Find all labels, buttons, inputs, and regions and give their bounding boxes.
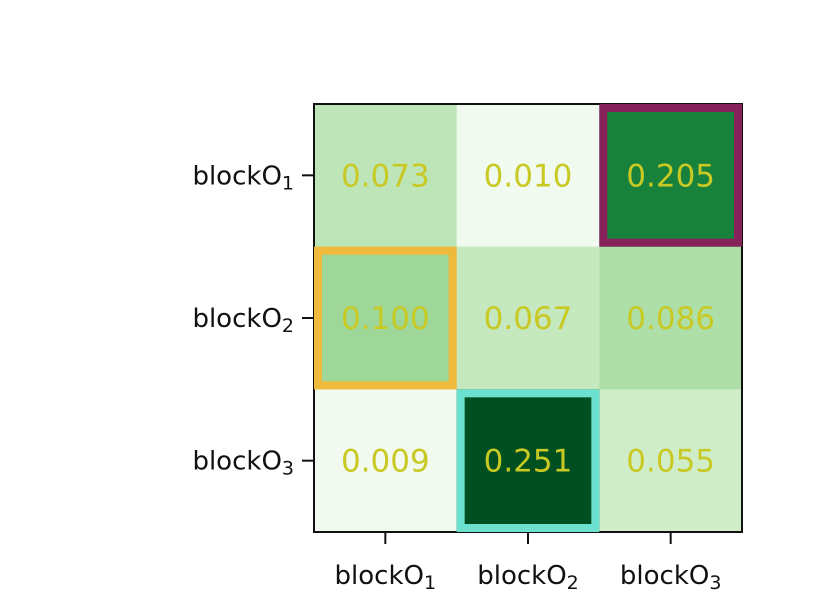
x-tick-label-3: blockO3: [620, 561, 722, 594]
highlight-box-2: [314, 246, 457, 390]
cell-value-label-r1-c2: 0.010: [484, 158, 573, 194]
x-tick-label-2: blockO2: [477, 561, 579, 594]
cell-value-label-r3-c3: 0.055: [626, 444, 715, 480]
y-tick-label-2: blockO2: [192, 304, 294, 337]
heatmap-cell-r3-c3: [599, 389, 743, 533]
heatmap-cell-r1-c3: [599, 104, 743, 248]
cell-value-label-r2-c2: 0.067: [484, 301, 573, 337]
x-tick-label-1: blockO1: [335, 561, 437, 594]
y-axis-ticks: blockO1 blockO2 blockO3: [192, 161, 314, 480]
heatmap-cell-r2-c3: [599, 246, 743, 390]
heatmap-cells: [314, 104, 743, 533]
heatmap-cell-r1-c2: [456, 104, 600, 248]
cell-value-label-r1-c1: 0.073: [341, 158, 430, 194]
heatmap-cell-r3-c1: [314, 389, 458, 533]
x-axis-ticks: blockO1 blockO2 blockO3: [335, 532, 722, 594]
heatmap-cell-r1-c1: [314, 104, 458, 248]
highlight-box-1: [599, 104, 742, 247]
cell-value-label-r1-c3: 0.205: [626, 158, 715, 194]
y-tick-label-3: blockO3: [192, 447, 294, 480]
highlight-box-3: [456, 389, 600, 533]
heatmap-cell-r3-c2: [456, 389, 600, 533]
heatmap-cell-r2-c2: [456, 246, 600, 390]
cell-value-labels: 0.073 0.010 0.205 0.100 0.067 0.086 0.009 0.251…: [341, 158, 715, 479]
cell-value-label-r2-c1: 0.100: [341, 301, 430, 337]
cell-value-label-r3-c1: 0.009: [341, 444, 430, 480]
y-tick-label-1: blockO1: [192, 161, 294, 194]
cell-value-label-r3-c2: 0.251: [484, 444, 573, 480]
cell-value-label-r2-c3: 0.086: [626, 301, 715, 337]
highlight-boxes: [314, 104, 742, 533]
heatmap-cell-r2-c1: [314, 246, 458, 390]
